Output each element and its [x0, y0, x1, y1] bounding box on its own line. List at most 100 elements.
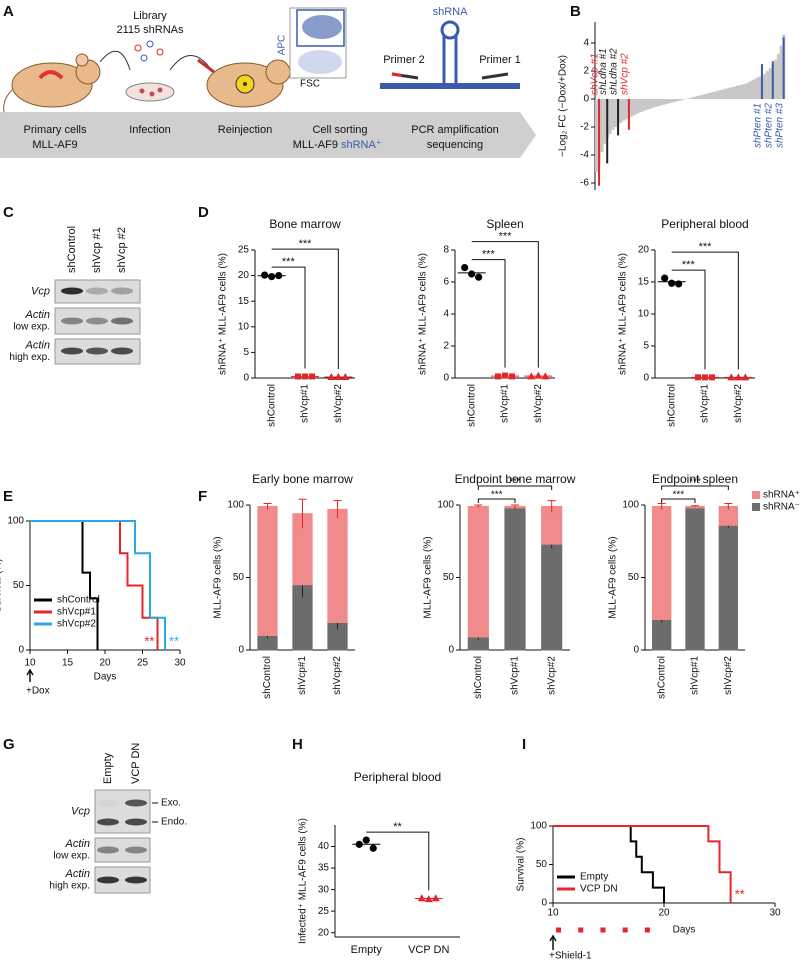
panel-label: G [3, 736, 15, 753]
mouse-ear [75, 53, 89, 67]
bar [719, 89, 723, 99]
bar [763, 73, 767, 99]
significance-label: *** [491, 490, 503, 501]
dosing-marker [644, 927, 650, 933]
panel-label: D [198, 204, 209, 221]
panel-label: H [292, 736, 303, 753]
lane-label: shVcp #1 [91, 227, 103, 273]
bar [776, 54, 780, 99]
row-label: low exp. [53, 851, 90, 862]
y-tick-label: 0 [541, 898, 547, 909]
blot-band [97, 876, 119, 884]
significance-bracket [477, 498, 516, 503]
x-tick-label: shVcp#1 [500, 384, 511, 423]
y-axis-label: shRNA⁺ MLL-AF9 cells (%) [618, 253, 629, 375]
data-point [295, 373, 301, 380]
row-label: Actin [25, 309, 50, 321]
bar [722, 89, 726, 99]
blot-band [97, 818, 119, 826]
y-tick-label: 50 [628, 572, 640, 583]
legend-label: shControl [57, 595, 100, 606]
mouse [11, 62, 93, 108]
row-label: Actin [25, 339, 50, 351]
bar [635, 99, 639, 114]
hairpin-stem [442, 36, 458, 86]
x-tick-label: shVcp#1 [297, 656, 308, 695]
significance-bracket [661, 498, 696, 503]
x-tick-label: shControl [262, 656, 273, 699]
row-label: Actin [65, 838, 90, 850]
panel-label: F [198, 488, 207, 505]
bar [757, 76, 761, 99]
y-tick-label: 5 [643, 341, 649, 352]
panel-label: B [570, 3, 581, 20]
chart-title: Endpoint spleen [652, 472, 738, 486]
bar [681, 99, 685, 100]
legend-label: shVcp#1 [57, 607, 96, 618]
survival-line [30, 520, 159, 650]
bar [711, 92, 715, 99]
x-tick-label: 20 [658, 908, 670, 919]
x-tick-label: 25 [137, 658, 149, 669]
blot-band [111, 347, 133, 355]
data-point [675, 280, 683, 288]
bar-segment [685, 507, 705, 651]
y-axis-label: Survival (%) [516, 838, 527, 892]
start-arrow [26, 668, 34, 682]
x-tick-label: 20 [99, 658, 111, 669]
bar [633, 99, 637, 116]
y-tick-label: -2 [580, 122, 589, 133]
bar [744, 83, 748, 99]
blot-band [86, 347, 108, 355]
y-axis-label: Survival (%) [0, 559, 4, 613]
bar [736, 85, 740, 99]
error-bar [474, 504, 483, 508]
y-axis-label: shRNA⁺ MLL-AF9 cells (%) [218, 253, 229, 375]
step-label: MLL-AF9 [293, 139, 338, 151]
data-point [424, 895, 433, 903]
bar-label: shPten #3 [774, 103, 785, 148]
bar [638, 99, 642, 113]
data-point [734, 373, 743, 381]
y-tick-label: -4 [580, 150, 589, 161]
step-label: Primary cells [24, 124, 87, 136]
data-point [695, 374, 701, 381]
data-point [527, 372, 536, 380]
x-tick-label: shVcp#2 [533, 384, 544, 423]
survival-line [30, 520, 166, 650]
data-point [327, 372, 336, 380]
y-tick-label: 10 [638, 309, 650, 320]
data-point [461, 264, 469, 272]
bar-label: shPten #1 [753, 103, 764, 148]
x-axis-label: Days [673, 925, 696, 936]
y-tick-label: 0 [633, 645, 639, 656]
x-tick-label: shVcp#1 [510, 656, 521, 695]
significance-bracket [471, 259, 506, 368]
y-tick-label: 20 [318, 927, 330, 938]
legend-label: VCP DN [580, 884, 618, 895]
significance-label: *** [509, 477, 521, 488]
syringe [197, 58, 215, 74]
dosing-marker [600, 927, 606, 933]
legend-swatch [752, 503, 760, 511]
bar [752, 79, 756, 99]
bar [695, 96, 699, 99]
data-point [431, 894, 440, 902]
data-point [362, 836, 370, 844]
library-particle [156, 48, 164, 56]
bar-segment [652, 619, 672, 651]
library-size: 2115 shRNAs [116, 24, 184, 36]
bar [698, 95, 702, 99]
y-tick-label: 20 [638, 245, 650, 256]
data-point [302, 373, 308, 380]
primer-label: Primer 2 [383, 54, 425, 66]
radiation-core [243, 82, 247, 86]
facs-population [302, 15, 342, 39]
significance-label: *** [499, 231, 513, 243]
lane-label: Empty [102, 752, 114, 784]
hairpin-label: shRNA [433, 6, 469, 18]
chart-title: Peripheral blood [661, 217, 748, 231]
data-point [534, 371, 543, 379]
chart-title: Bone marrow [269, 217, 341, 231]
bar [649, 99, 653, 109]
